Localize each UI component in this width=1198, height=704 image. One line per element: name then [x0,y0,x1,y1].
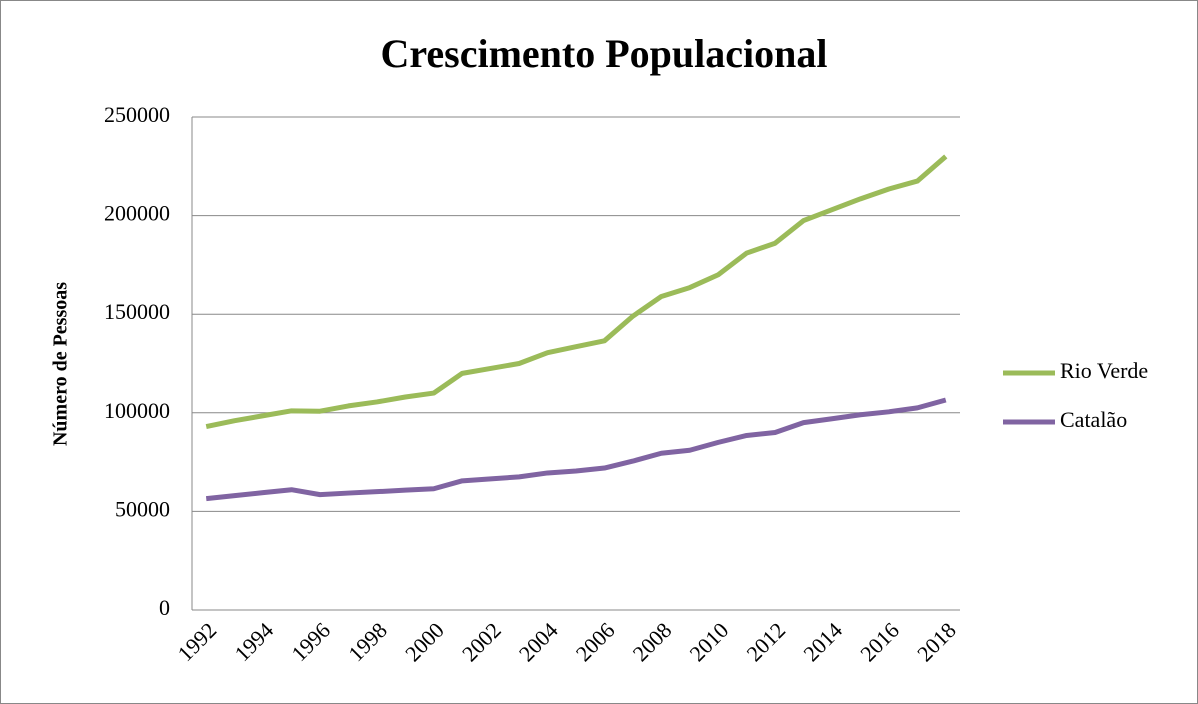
y-tick-label: 250000 [104,102,170,127]
legend-label: Catalão [1060,407,1127,432]
y-tick-label: 100000 [104,398,170,423]
y-tick-label: 200000 [104,201,170,226]
chart-title: Crescimento Populacional [380,31,827,76]
series-line [205,397,947,502]
y-tick-label: 0 [159,595,170,620]
legend-label: Rio Verde [1060,358,1148,383]
series-line [205,154,948,430]
y-tick-label: 50000 [115,496,170,521]
y-axis-label: Número de Pessoas [50,282,72,446]
y-tick-label: 150000 [104,299,170,324]
